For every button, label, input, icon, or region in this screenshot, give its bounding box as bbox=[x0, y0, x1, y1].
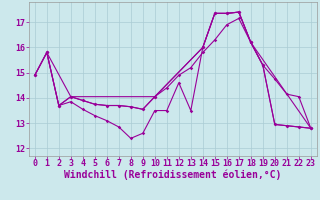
X-axis label: Windchill (Refroidissement éolien,°C): Windchill (Refroidissement éolien,°C) bbox=[64, 170, 282, 180]
